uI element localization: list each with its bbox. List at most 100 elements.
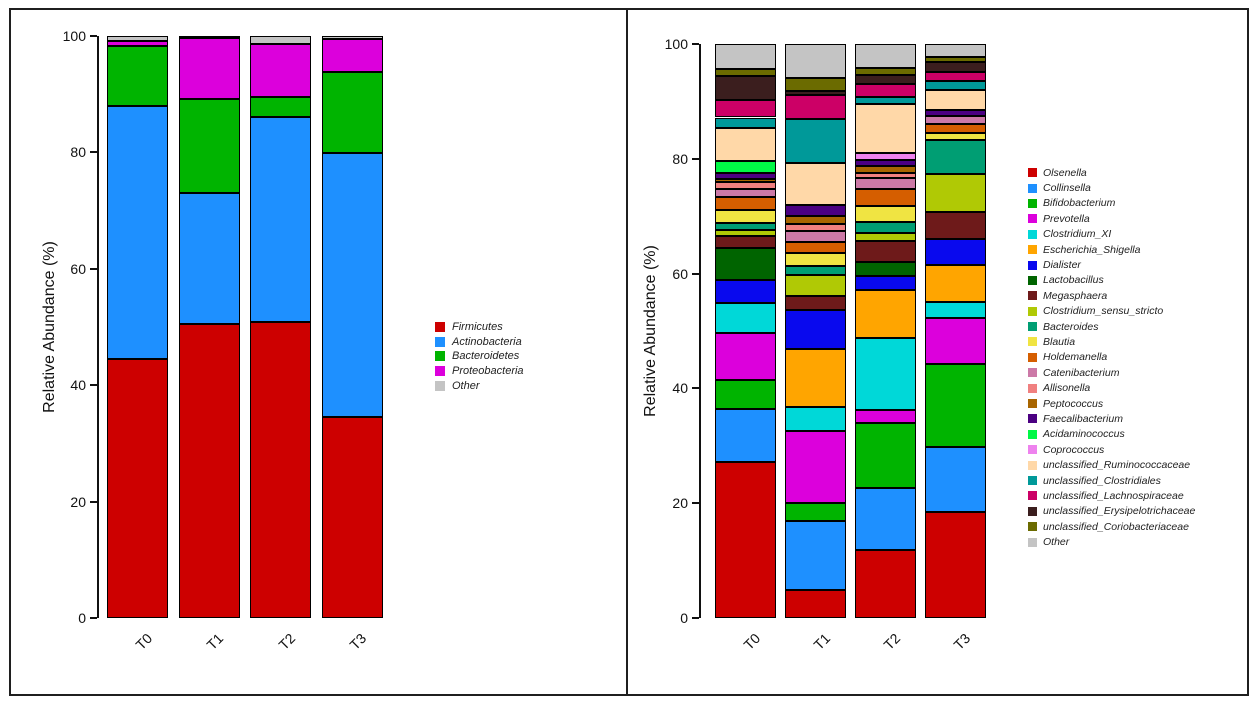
y-axis-title: Relative Abundance (%): [41, 241, 58, 413]
legend-swatch: [1028, 522, 1037, 532]
legend-item: Escherichia_Shigella: [1028, 242, 1195, 257]
bar-segment-clostridium_sensu_stricto: [715, 229, 776, 236]
legend-label: Holdemanella: [1043, 351, 1108, 364]
legend-swatch: [1028, 352, 1037, 362]
bar-segment-firmicutes: [107, 359, 168, 618]
legend-label: Lactobacillus: [1043, 274, 1104, 287]
x-tick-label: T1: [203, 630, 227, 653]
x-tick-label: T0: [739, 630, 763, 653]
y-tick-label: 0: [680, 610, 688, 626]
legend-item: Proteobacteria: [435, 364, 524, 379]
x-tick-label: T2: [879, 630, 903, 653]
legend-label: Bifidobacterium: [1043, 197, 1116, 210]
bar-segment-unclassified_clostridiales: [855, 96, 916, 105]
legend-item: Bacteroides: [1028, 319, 1195, 334]
y-tick-label: 20: [70, 493, 86, 510]
bar-segment-catenibacterium: [855, 177, 916, 189]
bar-segment-blautia: [925, 132, 986, 141]
legend-item: Peptococcus: [1028, 396, 1195, 411]
legend-swatch: [1028, 383, 1037, 393]
y-tick-label: 100: [62, 28, 86, 44]
panel-genus-chart: Relative Abundance (%) 0 20 40 60 80 100 T0 T1 T2…: [626, 8, 1249, 696]
legend-item: Acidaminococcus: [1028, 427, 1195, 442]
y-tick: [692, 502, 699, 505]
legend-label: Actinobacteria: [452, 335, 522, 348]
y-tick-label: 60: [70, 260, 86, 277]
legend-swatch: [435, 336, 445, 347]
bar-segment-megasphaera: [925, 212, 986, 239]
bar-t3: [925, 44, 986, 618]
bar-segment-escherichia_shigella: [785, 349, 846, 407]
legend-swatch: [1028, 229, 1037, 239]
legend-swatch: [1028, 260, 1037, 270]
legend-swatch: [1028, 306, 1037, 316]
legend-label: Bacteroidetes: [452, 350, 520, 363]
legend-item: Coprococcus: [1028, 442, 1195, 457]
bar-segment-bifidobacterium: [785, 502, 846, 521]
legend-item: Other: [435, 378, 524, 393]
y-tick: [90, 35, 97, 37]
legend-label: Faecalibacterium: [1043, 412, 1123, 425]
y-tick: [90, 617, 97, 619]
bar-segment-bacteroidetes: [107, 46, 168, 106]
bar-segment-collinsella: [785, 521, 846, 591]
legend-label: Peptococcus: [1043, 397, 1104, 410]
bar-segment-clostridium_xi: [925, 301, 986, 318]
bar-segment-unclassified_ruminococcaceae: [855, 104, 916, 153]
legend-item: Dialister: [1028, 257, 1195, 272]
x-tick-label: T3: [346, 630, 370, 653]
legend-swatch: [1028, 414, 1037, 424]
y-axis: [699, 44, 701, 618]
bar-segment-firmicutes: [250, 321, 311, 618]
legend-item: Faecalibacterium: [1028, 411, 1195, 426]
legend-item: Actinobacteria: [435, 335, 524, 350]
bar-segment-acidaminococcus: [715, 161, 776, 173]
bar-segment-other: [178, 35, 240, 38]
legend-swatch: [1028, 506, 1037, 516]
bar-segment-olsenella: [925, 511, 986, 618]
bar-segment-unclassified_ruminococcaceae: [715, 128, 776, 162]
legend-label: Proteobacteria: [452, 365, 524, 378]
bar-segment-bacteroides: [715, 222, 776, 230]
bar-segment-collinsella: [925, 446, 986, 512]
legend-swatch: [1028, 476, 1037, 485]
bar-segment-clostridium_sensu_stricto: [855, 232, 916, 241]
legend-label: Olsenella: [1043, 166, 1087, 179]
x-tick-label: T2: [274, 630, 298, 653]
bar-t0: [107, 36, 168, 618]
legend-swatch: [1028, 399, 1037, 409]
bar-segment-unclassified_erysipelotrichaceae: [715, 76, 776, 101]
legend-item: Blautia: [1028, 334, 1195, 349]
legend-item: unclassified_Ruminococcaceae: [1028, 457, 1195, 472]
bar-segment-firmicutes: [321, 417, 383, 618]
bar-t1: [785, 44, 846, 618]
bar-t0: [715, 44, 776, 618]
legend-label: unclassified_Coriobacteriaceae: [1043, 520, 1189, 533]
legend-label: Clostridium_sensu_stricto: [1043, 305, 1164, 318]
legend-swatch: [435, 322, 445, 333]
y-tick: [90, 267, 97, 270]
y-tick: [90, 384, 97, 387]
x-tick-label: T0: [131, 630, 155, 653]
legend-item: Olsenella: [1028, 165, 1195, 180]
y-tick-label: 80: [672, 150, 688, 167]
legend-item: Allisonella: [1028, 380, 1195, 395]
bar-segment-unclassified_coriobacteriaceae: [715, 68, 776, 77]
legend-label: Acidaminococcus: [1043, 428, 1125, 441]
legend-label: Collinsella: [1043, 182, 1091, 195]
legend-item: Catenibacterium: [1028, 365, 1195, 380]
legend-swatch: [435, 380, 445, 391]
bar-segment-dialister: [715, 279, 776, 304]
y-axis-title: Relative Abundance (%): [642, 245, 659, 417]
legend-label: Allisonella: [1043, 382, 1091, 395]
legend-swatch: [1028, 291, 1037, 301]
bar-segment-collinsella: [855, 487, 916, 551]
x-tick-label: T3: [949, 630, 973, 653]
legend-label: unclassified_Ruminococcaceae: [1043, 459, 1191, 472]
bar-segment-unclassified_lachnospiraceae: [785, 94, 846, 119]
legend-item: Prevotella: [1028, 211, 1195, 226]
bar-segment-holdemanella: [785, 242, 846, 253]
bar-segment-actinobacteria: [321, 153, 383, 418]
legend-swatch: [1028, 245, 1037, 255]
bar-segment-proteobacteria: [250, 44, 311, 98]
